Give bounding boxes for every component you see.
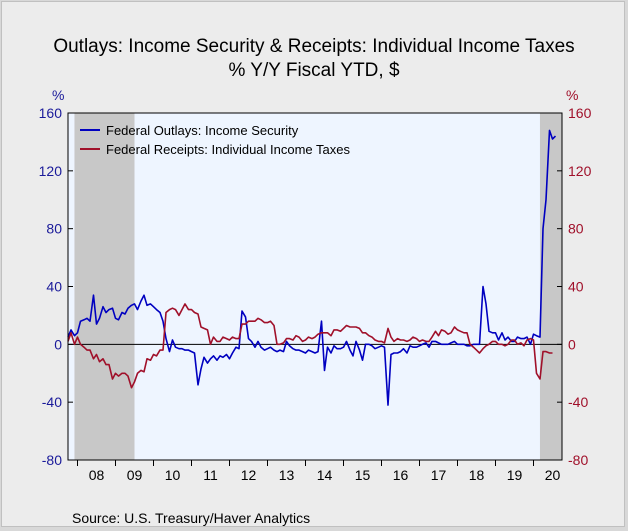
x-tick-label: 08 [89, 467, 105, 483]
recession-band [74, 113, 135, 460]
x-tick-label: 17 [431, 467, 447, 483]
y-tick-label-left: 120 [39, 163, 63, 179]
source-note: Source: U.S. Treasury/Haver Analytics [72, 510, 311, 526]
y-tick-label-right: 120 [568, 163, 592, 179]
y-tick-label-left: 40 [46, 279, 62, 295]
y-tick-label-left: 160 [39, 105, 63, 121]
y-tick-label-right: 80 [568, 221, 584, 237]
series-line-2 [67, 303, 553, 389]
y-tick-label-right: 160 [568, 105, 592, 121]
y-tick-label-left: 80 [46, 221, 62, 237]
x-tick-label: 09 [127, 467, 143, 483]
y-axis-label-left: % [52, 87, 64, 103]
y-tick-label-right: -80 [568, 452, 588, 468]
x-tick-label: 19 [507, 467, 523, 483]
x-tick-label: 12 [241, 467, 257, 483]
x-tick-label: 18 [469, 467, 485, 483]
y-tick-label-right: 40 [568, 279, 584, 295]
x-tick-label: 10 [165, 467, 181, 483]
x-tick-label: 20 [545, 467, 561, 483]
chart-title: Outlays: Income Security & Receipts: Ind… [53, 36, 575, 57]
y-tick-label-left: 0 [54, 336, 62, 352]
plot-area [68, 113, 562, 460]
y-tick-label-right: 0 [568, 336, 576, 352]
y-tick-label-left: -40 [42, 394, 62, 410]
series-line-1 [67, 129, 557, 406]
legend-label-2: Federal Receipts: Individual Income Taxe… [106, 142, 350, 157]
y-tick-label-left: -80 [42, 452, 62, 468]
x-tick-label: 13 [279, 467, 295, 483]
y-tick-label-right: -40 [568, 394, 588, 410]
legend-label-1: Federal Outlays: Income Security [106, 123, 299, 138]
y-axis-label-right: % [566, 87, 578, 103]
x-tick-label: 14 [317, 467, 333, 483]
x-tick-label: 11 [203, 467, 218, 483]
x-tick-label: 16 [393, 467, 409, 483]
x-tick-label: 15 [355, 467, 371, 483]
chart-subtitle: % Y/Y Fiscal YTD, $ [228, 60, 400, 81]
